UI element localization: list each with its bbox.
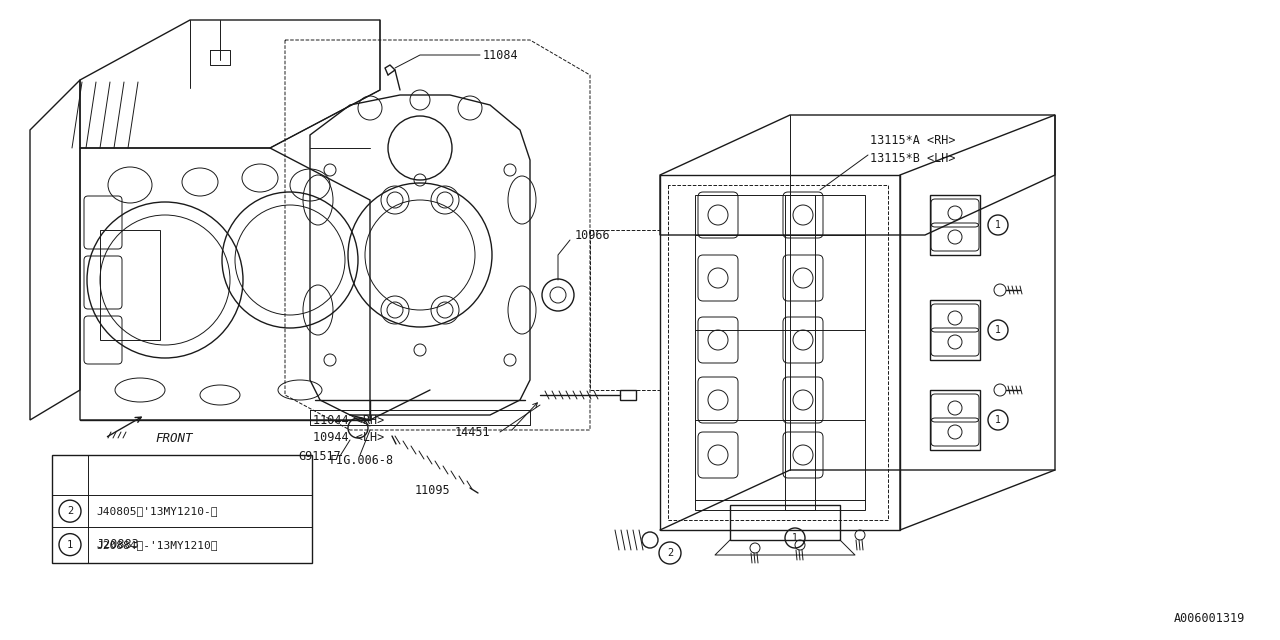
Text: J40805（'13MY1210-）: J40805（'13MY1210-） xyxy=(96,506,218,516)
Text: 10966: 10966 xyxy=(575,228,611,241)
Text: FRONT: FRONT xyxy=(155,431,192,445)
Text: 1: 1 xyxy=(995,415,1001,425)
Text: 11084: 11084 xyxy=(483,49,518,61)
Text: 1: 1 xyxy=(995,220,1001,230)
Text: G91517: G91517 xyxy=(298,449,340,463)
Text: FIG.006-8: FIG.006-8 xyxy=(330,454,394,467)
Text: 2: 2 xyxy=(667,548,673,558)
Text: J20884＜-'13MY1210＞: J20884＜-'13MY1210＞ xyxy=(96,540,218,550)
Text: 13115*A <RH>: 13115*A <RH> xyxy=(870,134,955,147)
Text: 13115*B <LH>: 13115*B <LH> xyxy=(870,152,955,164)
Text: 1: 1 xyxy=(995,325,1001,335)
Text: 1: 1 xyxy=(67,540,73,550)
Text: 2: 2 xyxy=(67,506,73,516)
Text: A006001319: A006001319 xyxy=(1174,611,1245,625)
Text: 10944 <LH>: 10944 <LH> xyxy=(314,431,384,444)
Text: 14451: 14451 xyxy=(454,426,490,438)
Text: 1: 1 xyxy=(792,533,797,543)
Text: 11095: 11095 xyxy=(415,483,451,497)
Text: J20883: J20883 xyxy=(96,538,138,551)
Text: 11044 <RH>: 11044 <RH> xyxy=(314,413,384,426)
Bar xyxy=(52,455,312,563)
